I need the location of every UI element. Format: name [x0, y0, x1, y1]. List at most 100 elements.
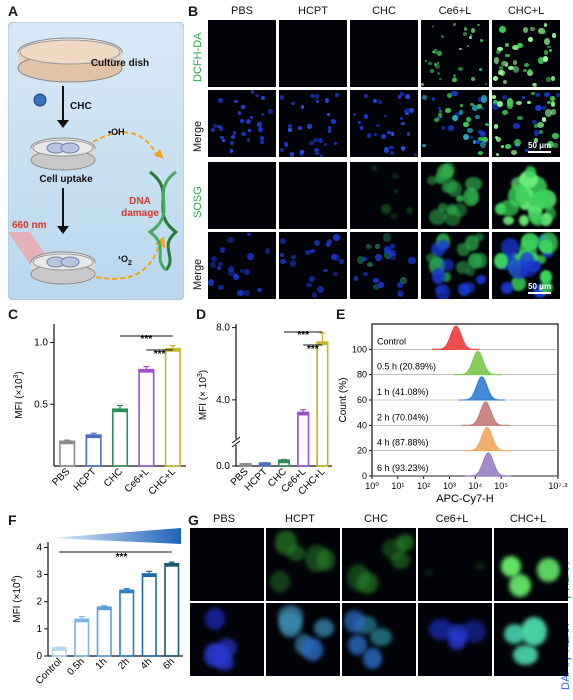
panel-letter-e: E	[336, 306, 346, 322]
cell-signal	[287, 128, 292, 132]
cell-signal	[521, 617, 548, 646]
cell-signal	[383, 114, 387, 118]
c-bar-1	[85, 434, 102, 467]
d-sig-label-2: ***	[307, 344, 319, 355]
cell-signal	[397, 282, 404, 289]
b-tile-r1-chc	[350, 20, 418, 87]
cell-signal	[455, 111, 461, 117]
f-y-tick-label: 0	[36, 651, 42, 662]
cell-signal	[508, 574, 531, 597]
cell-signal	[463, 27, 467, 31]
cell-signal	[375, 244, 381, 249]
cell-signal	[467, 45, 470, 48]
cell-signal	[545, 109, 552, 117]
cell-signal	[478, 130, 482, 135]
cell-signal	[507, 101, 513, 109]
f-bar-cap-3	[120, 590, 134, 594]
f-category-label: 6h	[161, 656, 177, 672]
cell-signal	[390, 213, 398, 220]
cell-signal	[389, 243, 396, 249]
cell-signal	[492, 95, 497, 99]
d-bar-cap-4	[317, 342, 328, 346]
panel-letter-a: A	[8, 3, 19, 19]
cell-signal	[502, 79, 508, 85]
cell-signal	[333, 234, 341, 242]
cell-signal	[325, 242, 331, 248]
e-y-tick-label: 100	[352, 344, 367, 354]
cell-signal	[446, 92, 453, 99]
cell-signal	[470, 34, 473, 37]
g-tile-r2-hcpt	[266, 603, 340, 676]
cell-signal	[550, 75, 555, 81]
flow-histogram-e: 10⁰ 10¹ 10² 10³ 10⁴ 10⁵ 10⁷·² 0 20 40 60 80 100 APC-C…	[338, 323, 568, 505]
cell-signal	[547, 140, 554, 148]
b-col-hcpt: HCPT	[298, 5, 328, 17]
e-x-tick-label: 10⁷·²	[548, 481, 567, 491]
f-bar-2	[96, 606, 112, 657]
cell-signal	[400, 146, 406, 151]
cell-signal	[397, 95, 402, 99]
cell-signal	[327, 126, 332, 131]
cell-signal	[317, 286, 324, 293]
cell-signal	[390, 552, 411, 570]
d-y-tick-label: 4.0	[216, 395, 230, 406]
cell-signal	[437, 106, 441, 110]
b-tile-r3-pbs	[208, 162, 276, 229]
cell-signal	[530, 191, 548, 208]
g-tile-r1-ce6l	[418, 528, 492, 601]
cell-signal	[211, 255, 218, 263]
g-tile-r1-chcl	[494, 528, 568, 601]
cell-signal	[550, 96, 556, 101]
f-y-tick-label: 4	[36, 542, 42, 553]
cell-signal	[306, 124, 312, 129]
cell-signal	[328, 130, 332, 134]
e-x-tick-label: 10¹	[391, 481, 404, 491]
d-bar-cap-3	[297, 412, 309, 416]
b-row-merge-1: Merge	[192, 120, 204, 152]
cell-signal	[512, 66, 520, 73]
cell-signal	[333, 254, 340, 261]
cell-signal	[314, 618, 334, 638]
cell-signal	[538, 232, 558, 254]
cell-signal	[533, 130, 539, 136]
e-y-tick-label: 80	[357, 370, 367, 380]
cell-signal	[550, 101, 555, 106]
cell-signal	[480, 106, 484, 110]
cell-signal	[398, 292, 404, 297]
cell-signal	[316, 100, 320, 103]
cell-signal	[542, 105, 547, 110]
cell-signal	[470, 102, 474, 107]
cell-signal	[510, 149, 517, 156]
cell-signal	[407, 132, 411, 136]
cell-signal	[448, 125, 455, 131]
f-bar-cap-1	[75, 619, 89, 623]
cell-signal	[278, 605, 303, 629]
cell-signal	[433, 49, 439, 54]
d-y-tick-label: 0.0	[216, 461, 230, 472]
cell-signal	[309, 94, 315, 99]
cell-signal	[227, 269, 235, 277]
cell-signal	[208, 278, 215, 286]
cell-signal	[447, 630, 467, 650]
cell-signal	[347, 634, 368, 656]
cell-signal	[315, 94, 320, 99]
cell-signal	[265, 247, 271, 255]
cell-signal	[547, 45, 551, 49]
b-tile-r2-chcl	[492, 90, 560, 157]
b-tile-r2-ce6l	[421, 90, 489, 157]
g-col-chc: CHC	[364, 513, 388, 525]
cell-signal	[424, 59, 428, 62]
cell-signal	[422, 143, 426, 147]
cell-signal	[439, 110, 443, 113]
cell-signal	[466, 267, 475, 276]
cell-signal	[475, 562, 484, 570]
cell-signal	[369, 627, 392, 647]
cell-signal	[441, 162, 456, 178]
cell-signal	[260, 141, 264, 145]
cell-signal	[373, 283, 381, 290]
e-y-tick-label: 40	[357, 420, 367, 430]
e-series-label-5: 6 h (93.23%)	[377, 463, 429, 473]
cell-signal	[280, 259, 286, 265]
cell-signal	[478, 97, 482, 102]
